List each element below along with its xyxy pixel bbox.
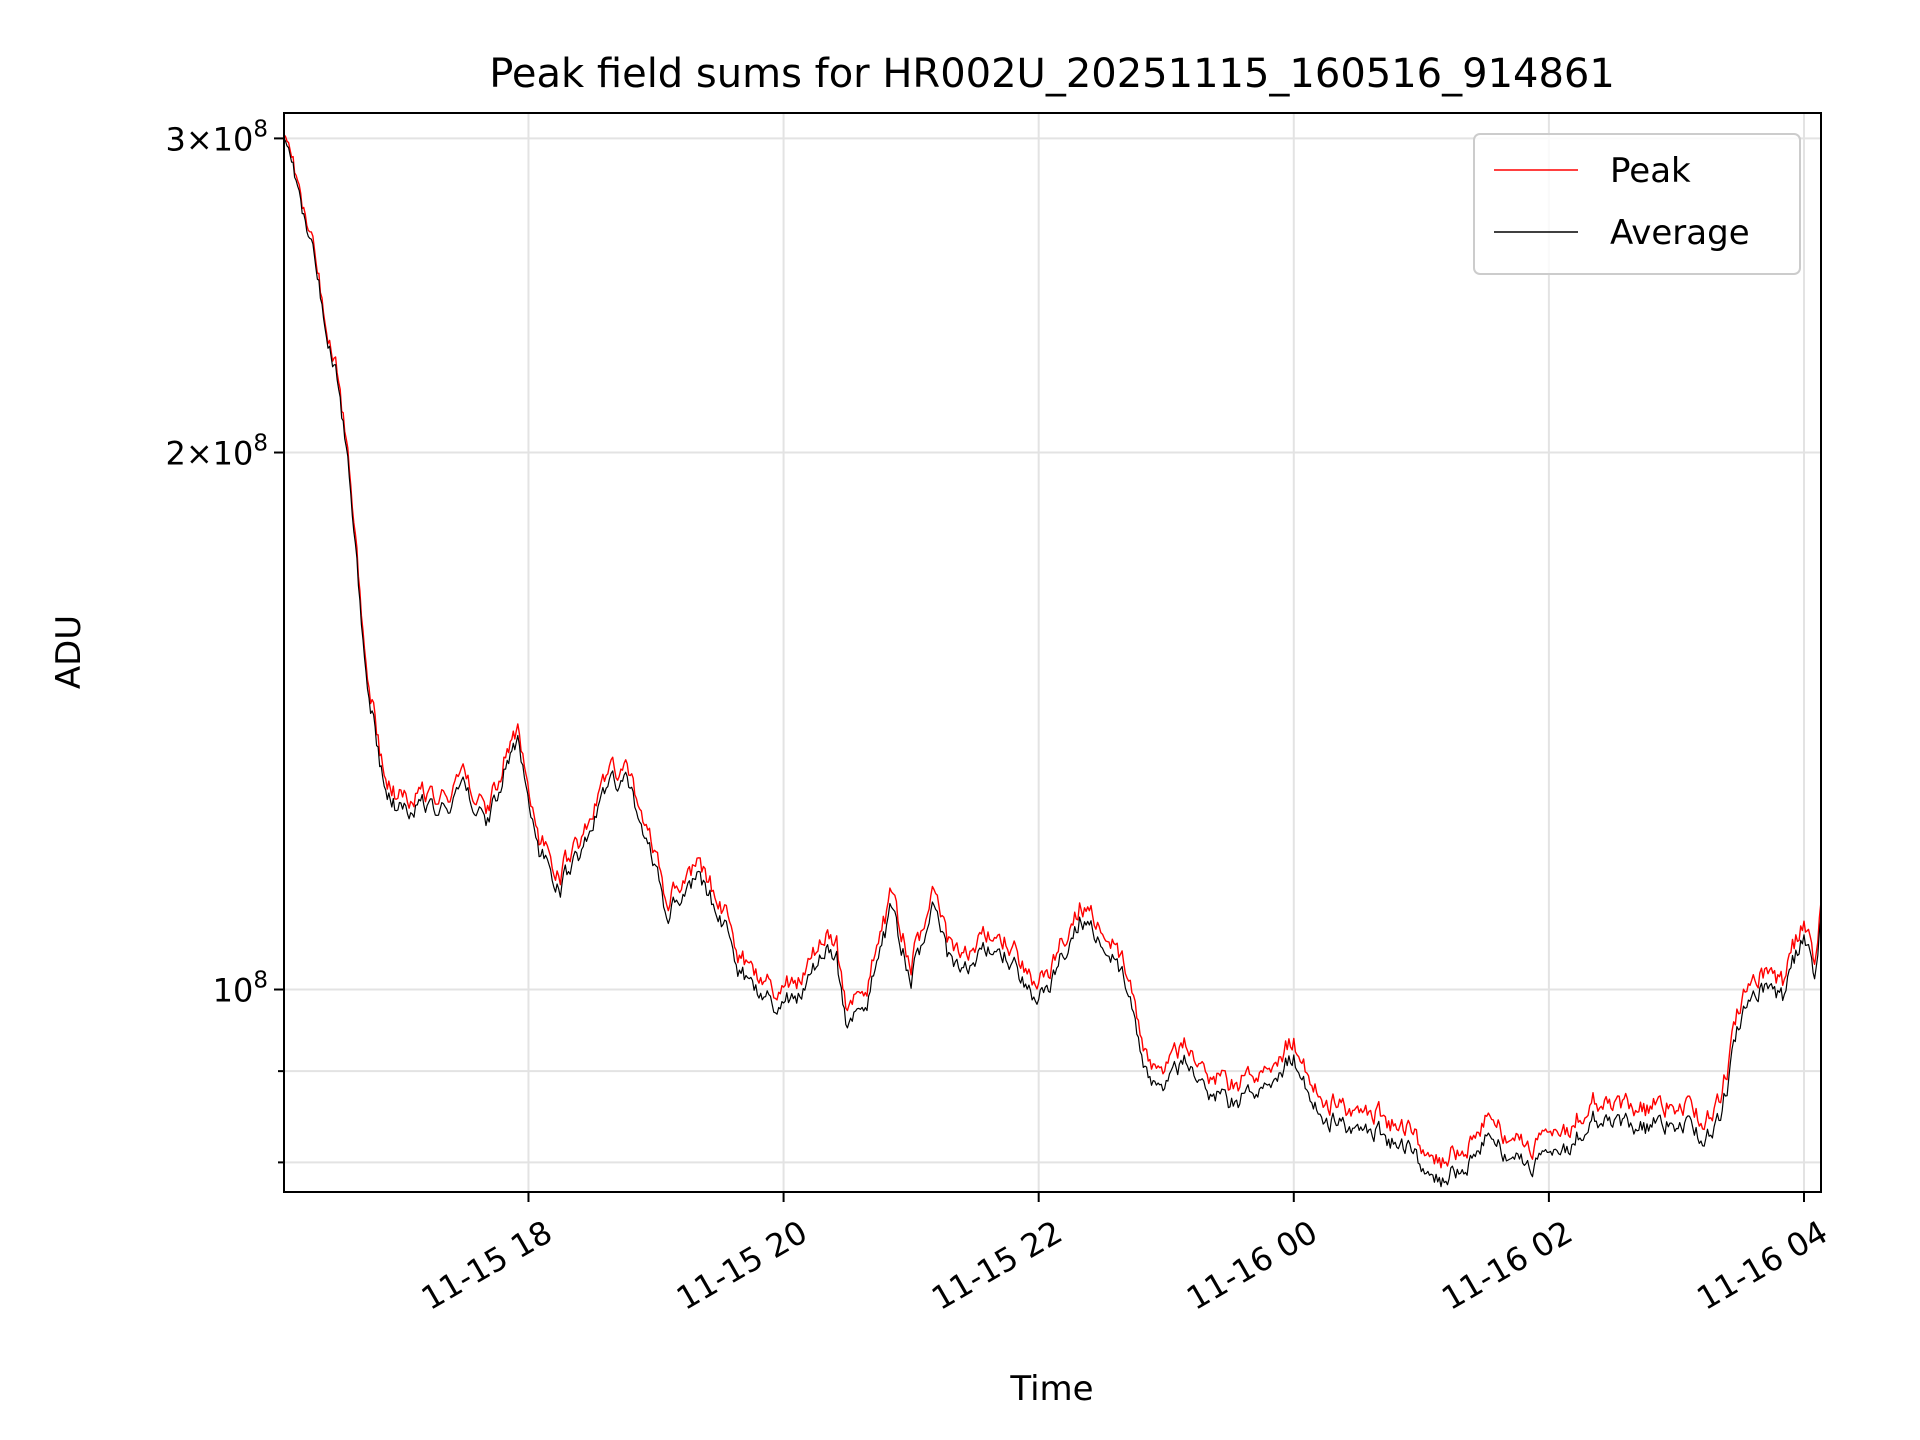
y-axis-label: ADU [49,615,89,689]
plot-series [283,134,1822,1188]
y-tick-label: 3×108 [165,116,268,158]
y-tick-label: 108 [213,968,268,1010]
series-line-peak [283,134,1822,1169]
legend-box [1473,133,1801,275]
chart-title: Peak field sums for HR002U_20251115_1605… [489,51,1615,97]
x-axis-ticks: 11-15 18 11-15 20 11-15 22 11-16 00 11-16 02… [415,1192,1834,1318]
series-line-average [283,138,1822,1188]
x-tick-label: 11-16 00 [1180,1213,1324,1318]
grid [284,113,1821,1192]
y-axis-ticks: 108 2×108 3×108 [165,116,284,1164]
x-tick-label: 11-15 20 [670,1213,814,1318]
legend: Peak Average [1473,133,1801,275]
x-tick-label: 11-16 02 [1435,1213,1579,1318]
plot-frame [283,112,1822,1193]
legend-label-average: Average [1610,213,1750,253]
x-tick-label: 11-15 22 [925,1213,1069,1318]
y-tick-label: 2×108 [165,431,268,473]
x-tick-label: 11-15 18 [415,1213,559,1318]
legend-label-peak: Peak [1610,151,1691,191]
x-tick-label: 11-16 04 [1690,1213,1834,1318]
x-axis-label: Time [1009,1369,1093,1409]
